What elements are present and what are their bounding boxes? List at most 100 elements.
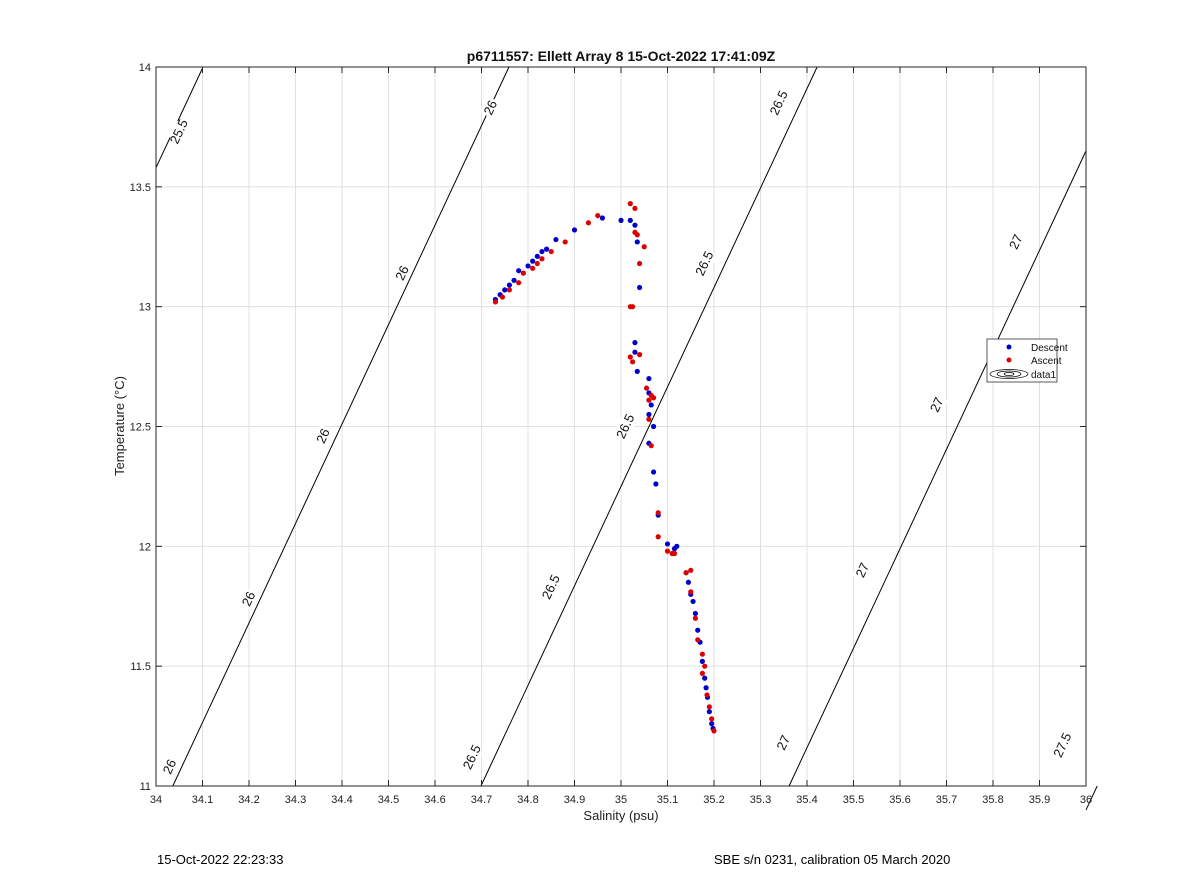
x-tick-label: 34.1 xyxy=(192,794,213,806)
chart-title: p6711557: Ellett Array 8 15-Oct-2022 17:… xyxy=(467,48,776,64)
y-axis-label: Temperature (°C) xyxy=(112,376,127,476)
ascent-point xyxy=(646,397,652,403)
isopycnal-contours: 25.5262626262626.526.526.526.526.5272727… xyxy=(155,66,1098,811)
contour-label-bg xyxy=(693,251,716,276)
ascent-point xyxy=(671,550,678,557)
ascent-point xyxy=(643,385,650,391)
descent-point xyxy=(534,253,540,259)
descent-point xyxy=(502,287,508,293)
contour-label-bg xyxy=(237,587,261,611)
x-tick-label: 35.6 xyxy=(889,794,910,806)
legend-data1-label: data1 xyxy=(1031,370,1056,381)
descent-point xyxy=(571,227,578,233)
series-ascent xyxy=(492,201,717,734)
x-tick-label: 35.1 xyxy=(657,794,678,806)
y-axis-ticks: 11 11.5 12 12.5 13 13.5 14 xyxy=(130,62,1086,793)
descent-point xyxy=(634,368,640,374)
ascent-point xyxy=(641,244,647,250)
contour-label-bg xyxy=(851,558,874,582)
ascent-point xyxy=(627,354,633,360)
descent-point xyxy=(525,263,531,269)
descent-point xyxy=(599,215,606,221)
contour-label: 27 xyxy=(773,733,793,752)
legend-contour-icon xyxy=(989,369,1029,379)
ascent-point xyxy=(530,265,536,271)
x-tick-label: 35 xyxy=(615,794,627,806)
ascent-point xyxy=(655,534,661,540)
contour-line xyxy=(172,66,510,787)
contour-label-bg xyxy=(479,96,502,120)
ascent-point xyxy=(692,615,699,621)
descent-point xyxy=(653,481,659,487)
descent-point xyxy=(646,375,652,382)
descent-point xyxy=(634,239,640,245)
contour-label: 27 xyxy=(927,395,947,414)
legend-descent-label: Descent xyxy=(1031,343,1068,354)
ascent-point xyxy=(534,260,540,267)
x-tick-label: 34.5 xyxy=(378,794,399,806)
series-descent xyxy=(492,215,716,732)
descent-point xyxy=(632,349,638,355)
ascent-point xyxy=(627,201,633,207)
descent-point xyxy=(703,685,709,691)
legend-ascent-label: Ascent xyxy=(1031,356,1062,367)
descent-point xyxy=(544,246,550,252)
descent-point xyxy=(646,411,652,418)
x-axis-ticks: 34 34.1 34.2 34.3 34.4 34.5 34.6 34.7 34.8 34.9 35… xyxy=(150,67,1092,806)
ascent-point xyxy=(516,280,522,286)
ascent-point xyxy=(630,304,636,310)
x-tick-label: 35.4 xyxy=(796,794,817,806)
descent-point xyxy=(674,543,680,549)
descent-point xyxy=(690,598,696,605)
ascent-point xyxy=(637,260,643,267)
descent-point xyxy=(553,236,559,243)
contour-label-bg xyxy=(461,745,484,769)
contour-label-bg xyxy=(391,261,414,285)
contour-26.5: 26.526.526.526.526.5 xyxy=(460,66,818,787)
descent-point xyxy=(506,282,512,288)
descent-point xyxy=(632,222,638,228)
data-points xyxy=(492,201,717,734)
contour-label-bg xyxy=(1051,733,1074,757)
y-tick-label: 13 xyxy=(139,302,151,314)
ascent-point xyxy=(650,395,657,401)
descent-point xyxy=(530,258,536,264)
ascent-point xyxy=(646,416,652,422)
ascent-point xyxy=(695,637,701,643)
contour-label: 26 xyxy=(313,426,333,445)
y-tick-label: 12 xyxy=(139,541,151,553)
descent-point xyxy=(706,709,712,715)
ascent-point xyxy=(632,205,638,212)
ascent-point xyxy=(648,443,654,449)
ascent-point xyxy=(548,248,554,255)
descent-point xyxy=(637,284,643,291)
descent-point xyxy=(692,610,699,617)
ascent-point xyxy=(637,352,643,358)
contour-label: 27 xyxy=(1006,232,1026,251)
contour-label-bg xyxy=(312,424,335,448)
ascent-point xyxy=(506,287,512,293)
contour-label: 26 xyxy=(239,589,259,608)
ascent-point xyxy=(688,567,694,573)
x-tick-label: 34 xyxy=(150,794,162,806)
ascent-point xyxy=(709,716,715,722)
legend-descent-marker xyxy=(1006,344,1012,350)
descent-point xyxy=(664,541,671,547)
descent-point xyxy=(516,268,522,274)
contour-label-bg xyxy=(168,120,191,144)
descent-point xyxy=(632,340,638,346)
x-tick-label: 34.7 xyxy=(471,794,492,806)
x-tick-label: 34.8 xyxy=(517,794,538,806)
ascent-point xyxy=(562,239,568,245)
ascent-point xyxy=(492,299,499,305)
ascent-point xyxy=(664,548,671,554)
x-tick-label: 35.2 xyxy=(703,794,724,806)
descent-point xyxy=(648,402,654,408)
ascent-point xyxy=(711,728,717,734)
contour-label-bg xyxy=(614,414,637,439)
ascent-point xyxy=(683,570,689,576)
ascent-point xyxy=(585,220,592,226)
footer-calibration: SBE s/n 0231, calibration 05 March 2020 xyxy=(714,852,951,867)
x-axis-label: Salinity (psu) xyxy=(583,808,658,823)
contour-label: 26 xyxy=(480,98,500,117)
